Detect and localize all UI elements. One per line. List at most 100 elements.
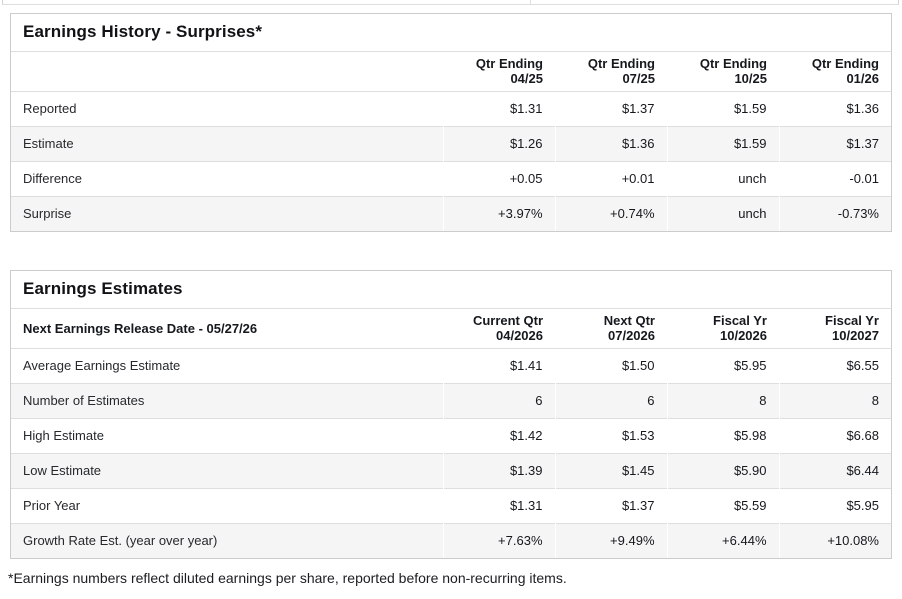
cell-value: +6.44% (666, 523, 779, 558)
cell-value: +0.05 (442, 161, 555, 197)
table-row: Growth Rate Est. (year over year) +7.63% +… (11, 523, 891, 558)
column-header-line: Next Qtr (603, 313, 655, 328)
cell-value: $6.55 (778, 348, 891, 384)
column-header-line: Qtr Ending (587, 56, 655, 71)
column-header-qtr1: Qtr Ending 04/25 (443, 52, 555, 92)
column-header-line: 01/26 (846, 71, 879, 86)
cell-value: $1.53 (554, 418, 667, 454)
cell-value: $1.59 (666, 91, 779, 127)
column-header-line: 07/2026 (608, 328, 655, 343)
cell-value: +10.08% (778, 523, 891, 558)
cell-value: $1.37 (554, 91, 667, 127)
column-header-line: Qtr Ending (811, 56, 879, 71)
earnings-history-table: Qtr Ending 04/25 Qtr Ending 07/25 Qtr En… (11, 52, 891, 231)
table-row: Low Estimate $1.39 $1.45 $5.90 $6.44 (11, 453, 891, 489)
cell-value: $1.39 (442, 453, 555, 489)
cell-value: $1.41 (442, 348, 555, 384)
row-label: Difference (11, 161, 443, 197)
row-label: Surprise (11, 196, 443, 231)
table-row: Difference +0.05 +0.01 unch -0.01 (11, 161, 891, 197)
row-label: Estimate (11, 126, 443, 162)
column-header-line: 04/25 (510, 71, 543, 86)
next-earnings-release-date: Next Earnings Release Date - 05/27/26 (23, 320, 258, 336)
row-label: Reported (11, 91, 443, 127)
cell-value: +9.49% (554, 523, 667, 558)
cell-value: $1.37 (778, 126, 891, 162)
column-header-line: Fiscal Yr (825, 313, 879, 328)
table-row: Prior Year $1.31 $1.37 $5.59 $5.95 (11, 488, 891, 524)
table-row: Reported $1.31 $1.37 $1.59 $1.36 (11, 91, 891, 127)
row-label: Prior Year (11, 488, 443, 524)
row-label: Growth Rate Est. (year over year) (11, 523, 443, 558)
column-header-line: 10/25 (734, 71, 767, 86)
table-row: Number of Estimates 6 6 8 8 (11, 383, 891, 419)
column-header-fiscal-yr-2: Fiscal Yr 10/2027 (779, 309, 891, 349)
cell-value: unch (666, 196, 779, 231)
row-label: High Estimate (11, 418, 443, 454)
column-header-fiscal-yr-1: Fiscal Yr 10/2026 (667, 309, 779, 349)
cell-value: +7.63% (442, 523, 555, 558)
cell-value: $5.59 (666, 488, 779, 524)
cell-value: +0.01 (554, 161, 667, 197)
cell-value: 6 (554, 383, 667, 419)
cell-value: -0.01 (778, 161, 891, 197)
cell-value: $5.98 (666, 418, 779, 454)
cell-value: $5.95 (666, 348, 779, 384)
earnings-history-panel: Earnings History - Surprises* Qtr Ending… (10, 13, 892, 232)
table-row: High Estimate $1.42 $1.53 $5.98 $6.68 (11, 418, 891, 454)
column-header-qtr2: Qtr Ending 07/25 (555, 52, 667, 92)
column-header-qtr3: Qtr Ending 10/25 (667, 52, 779, 92)
cell-value: $1.26 (442, 126, 555, 162)
row-label: Average Earnings Estimate (11, 348, 443, 384)
earnings-estimates-title: Earnings Estimates (11, 271, 891, 309)
header-row: Qtr Ending 04/25 Qtr Ending 07/25 Qtr En… (11, 52, 891, 92)
column-header-line: Qtr Ending (475, 56, 543, 71)
column-header-line: Current Qtr (472, 313, 543, 328)
column-header-qtr4: Qtr Ending 01/26 (779, 52, 891, 92)
column-header-line: Fiscal Yr (713, 313, 767, 328)
cell-value: $5.90 (666, 453, 779, 489)
cell-value: -0.73% (778, 196, 891, 231)
cell-value: +3.97% (442, 196, 555, 231)
cutoff-panel-column-divider (530, 0, 531, 4)
cell-value: 8 (666, 383, 779, 419)
cell-value: unch (666, 161, 779, 197)
cell-value: $1.37 (554, 488, 667, 524)
cell-value: $1.36 (778, 91, 891, 127)
cell-value: $1.36 (554, 126, 667, 162)
cell-value: $1.59 (666, 126, 779, 162)
column-header-next-qtr: Next Qtr 07/2026 (555, 309, 667, 349)
column-header-line: 10/2027 (832, 328, 879, 343)
corner-cell (11, 52, 443, 92)
earnings-estimates-body: Average Earnings Estimate $1.41 $1.50 $5.95… (11, 348, 891, 558)
column-header-line: Qtr Ending (699, 56, 767, 71)
cell-value: $1.42 (442, 418, 555, 454)
row-label: Low Estimate (11, 453, 443, 489)
header-row: Next Earnings Release Date - 05/27/26 Cu… (11, 309, 891, 349)
cell-value: 8 (778, 383, 891, 419)
table-row: Estimate $1.26 $1.36 $1.59 $1.37 (11, 126, 891, 162)
earnings-history-body: Reported $1.31 $1.37 $1.59 $1.36 Estimate $1.2… (11, 91, 891, 231)
cell-value: $1.45 (554, 453, 667, 489)
row-label: Number of Estimates (11, 383, 443, 419)
cutoff-panel-edge (2, 0, 899, 5)
column-header-current-qtr: Current Qtr 04/2026 (443, 309, 555, 349)
cell-value: $1.31 (442, 91, 555, 127)
cell-value: $6.68 (778, 418, 891, 454)
column-header-line: 07/25 (622, 71, 655, 86)
cell-value: $5.95 (778, 488, 891, 524)
table-row: Average Earnings Estimate $1.41 $1.50 $5.95… (11, 348, 891, 384)
column-header-line: 04/2026 (496, 328, 543, 343)
cell-value: $1.31 (442, 488, 555, 524)
cell-value: $1.50 (554, 348, 667, 384)
table-row: Surprise +3.97% +0.74% unch -0.73% (11, 196, 891, 231)
cell-value: $6.44 (778, 453, 891, 489)
column-header-line: 10/2026 (720, 328, 767, 343)
earnings-history-title: Earnings History - Surprises* (11, 14, 891, 52)
cell-value: 6 (442, 383, 555, 419)
cell-value: +0.74% (554, 196, 667, 231)
earnings-estimates-table: Next Earnings Release Date - 05/27/26 Cu… (11, 309, 891, 558)
earnings-footnote: *Earnings numbers reflect diluted earnin… (8, 570, 567, 586)
earnings-estimates-panel: Earnings Estimates Next Earnings Release… (10, 270, 892, 559)
